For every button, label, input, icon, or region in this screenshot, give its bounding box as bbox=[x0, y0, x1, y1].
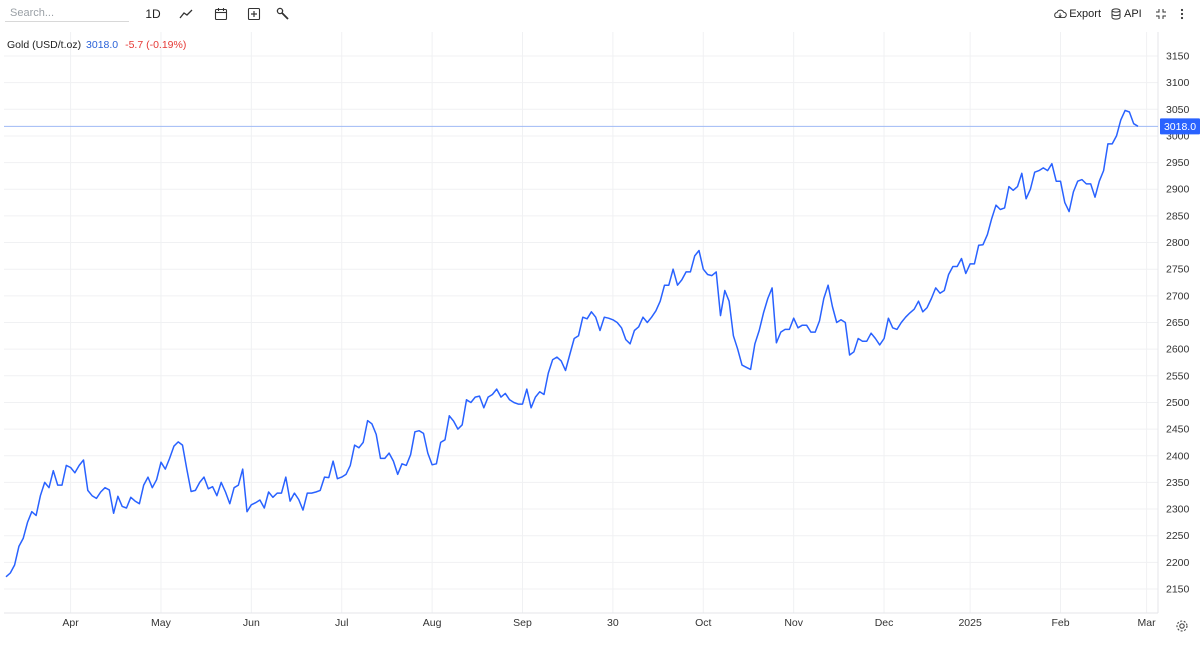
y-tick-label: 2550 bbox=[1166, 370, 1190, 382]
collapse-icon[interactable] bbox=[1154, 5, 1168, 23]
export-label: Export bbox=[1069, 8, 1101, 20]
y-tick-label: 2900 bbox=[1166, 184, 1190, 196]
x-tick-label: May bbox=[151, 617, 172, 629]
y-tick-label: 2700 bbox=[1166, 290, 1190, 302]
y-tick-label: 3150 bbox=[1166, 50, 1190, 62]
add-indicator-icon[interactable] bbox=[244, 5, 264, 23]
export-button[interactable]: Export bbox=[1053, 5, 1101, 23]
x-tick-label: Jun bbox=[243, 617, 260, 629]
y-tick-label: 2150 bbox=[1166, 584, 1190, 596]
y-tick-label: 2950 bbox=[1166, 157, 1190, 169]
x-tick-label: Nov bbox=[784, 617, 803, 629]
x-tick-label: Feb bbox=[1051, 617, 1069, 629]
legend-series-name: Gold (USD/t.oz) bbox=[7, 39, 82, 51]
x-tick-label: Jul bbox=[335, 617, 348, 629]
y-tick-label: 2250 bbox=[1166, 530, 1190, 542]
x-tick-label: Apr bbox=[62, 617, 79, 629]
x-tick-label: Oct bbox=[695, 617, 711, 629]
y-tick-label: 2350 bbox=[1166, 477, 1190, 489]
cloud-download-icon bbox=[1054, 9, 1067, 19]
y-tick-label: 2600 bbox=[1166, 344, 1190, 356]
y-tick-label: 2750 bbox=[1166, 264, 1190, 276]
api-button[interactable]: API bbox=[1111, 5, 1143, 23]
api-label: API bbox=[1124, 8, 1142, 20]
calendar-icon[interactable] bbox=[211, 5, 231, 23]
wrench-icon[interactable] bbox=[274, 5, 292, 23]
toolbar: 1D Export API bbox=[0, 0, 1200, 28]
interval-button[interactable]: 1D bbox=[145, 7, 161, 21]
y-tick-label: 2800 bbox=[1166, 237, 1190, 249]
y-tick-label: 2650 bbox=[1166, 317, 1190, 329]
gear-icon[interactable] bbox=[1175, 619, 1189, 633]
legend-last-value: 3018.0 bbox=[86, 39, 119, 51]
y-tick-label: 2300 bbox=[1166, 504, 1190, 516]
database-icon bbox=[1111, 8, 1121, 20]
line-chart-icon[interactable] bbox=[176, 5, 196, 23]
legend-change: -5.7 (-0.19%) bbox=[125, 39, 187, 51]
y-tick-label: 2500 bbox=[1166, 397, 1190, 409]
x-tick-label: Dec bbox=[875, 617, 894, 629]
more-vertical-icon[interactable] bbox=[1177, 5, 1187, 23]
x-tick-label: Aug bbox=[423, 617, 442, 629]
search-input[interactable] bbox=[5, 4, 129, 22]
x-tick-label: Mar bbox=[1138, 617, 1157, 629]
x-tick-label: 2025 bbox=[958, 617, 982, 629]
y-tick-label: 2450 bbox=[1166, 424, 1190, 436]
y-tick-label: 2400 bbox=[1166, 450, 1190, 462]
last-price-badge bbox=[1160, 118, 1200, 135]
x-tick-label: Sep bbox=[513, 617, 532, 629]
y-tick-label: 3050 bbox=[1166, 104, 1190, 116]
series-line-gold bbox=[5, 109, 1139, 578]
y-tick-label: 3100 bbox=[1166, 77, 1190, 89]
y-tick-label: 2850 bbox=[1166, 210, 1190, 222]
series-legend: Gold (USD/t.oz) 3018.0 -5.7 (-0.19%) bbox=[7, 39, 186, 51]
y-tick-label: 2200 bbox=[1166, 557, 1190, 569]
last-price-badge-label: 3018.0 bbox=[1164, 121, 1196, 133]
x-tick-label: 30 bbox=[607, 617, 619, 629]
